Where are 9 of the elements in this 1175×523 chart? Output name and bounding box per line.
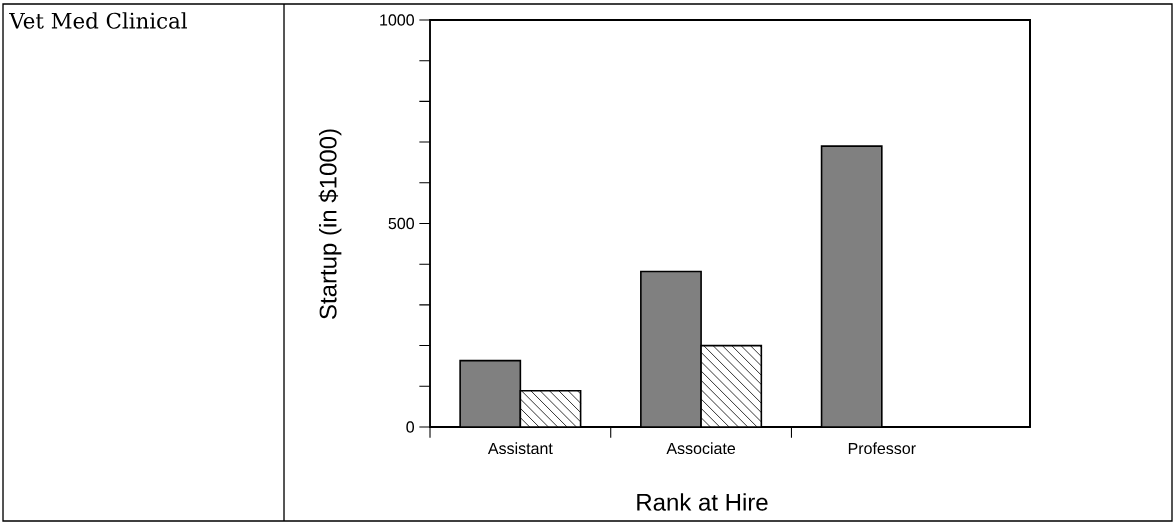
- y-axis-title: Startup (in $1000): [318, 129, 342, 319]
- text: Vet Med Clinical: [9, 12, 187, 29]
- x-tick-label: Professor: [848, 442, 916, 455]
- x-axis-title: Rank at Hire: [637, 493, 768, 511]
- y-tick-label: 0: [406, 421, 415, 433]
- x-tick-label: Associate: [666, 442, 736, 455]
- y-tick-label: 500: [388, 217, 415, 230]
- x-tick-label: Assistant: [487, 442, 553, 455]
- y-tick-label: 1000: [380, 14, 414, 26]
